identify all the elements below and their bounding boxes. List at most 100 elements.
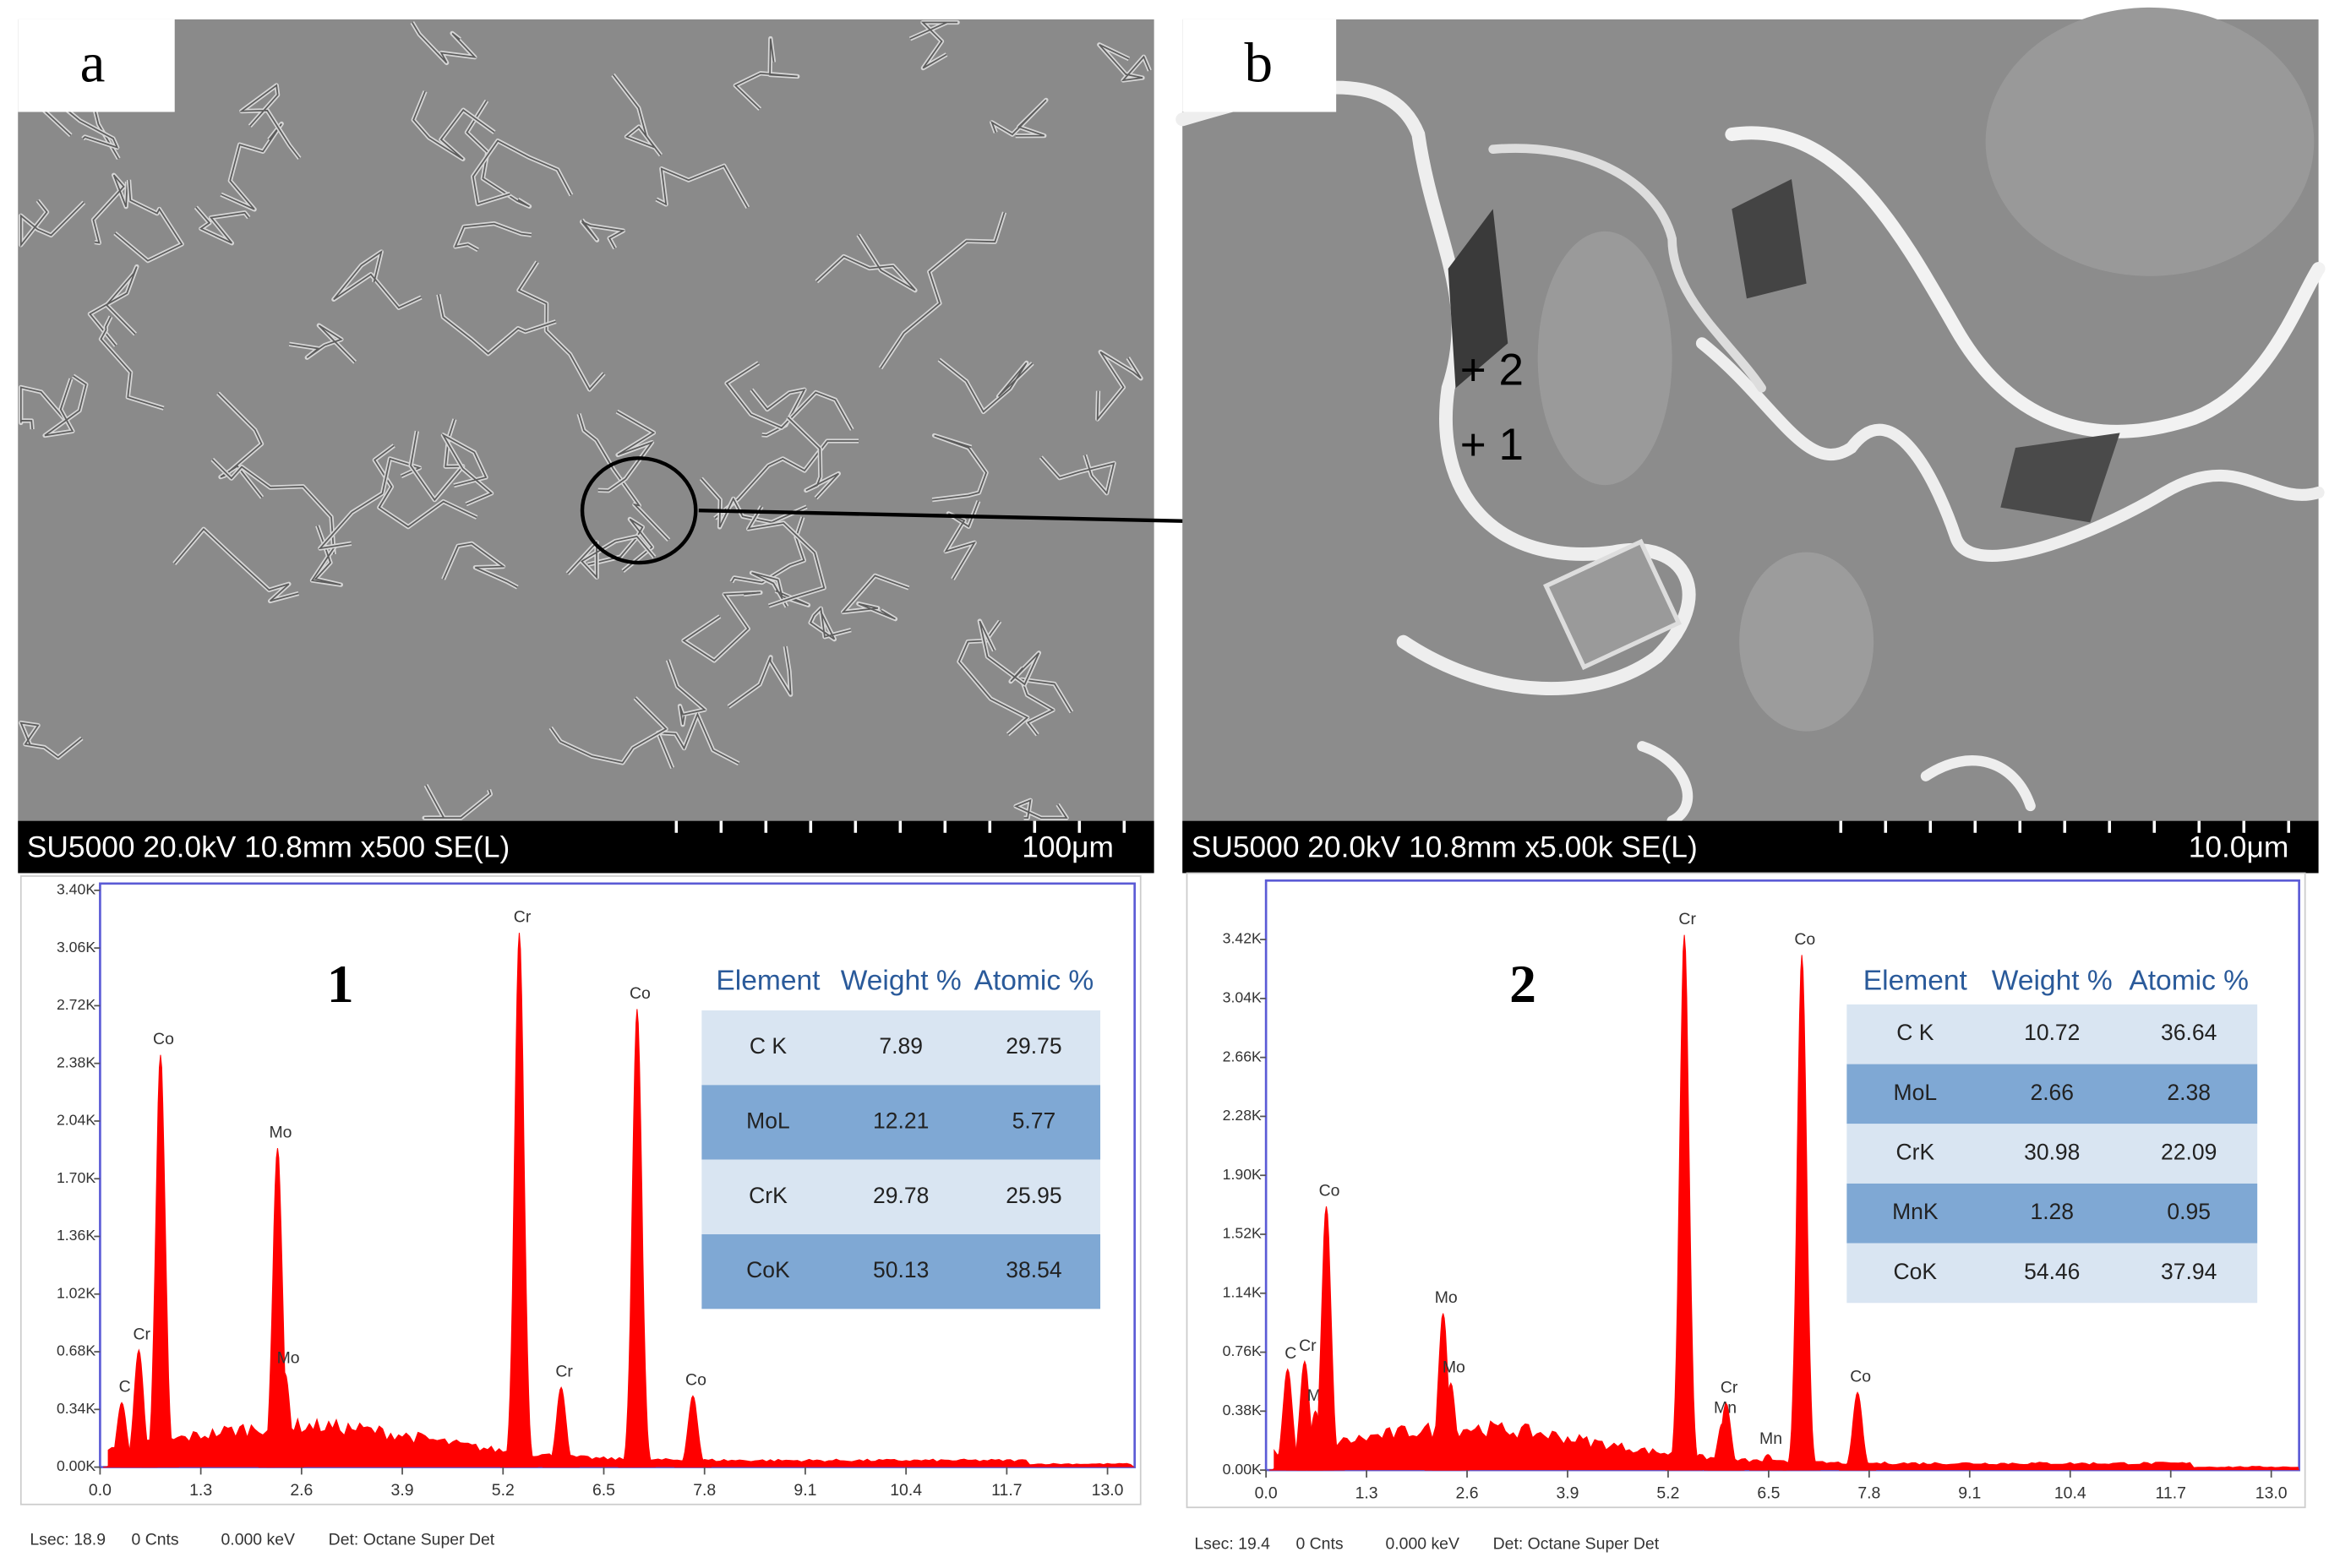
table-header: Element: [716, 965, 821, 996]
label-box: [18, 19, 175, 112]
table-cell: CoK: [746, 1257, 790, 1282]
x-tick-label: 7.8: [693, 1481, 716, 1500]
phase-network: [751, 572, 809, 607]
phase-network: [810, 607, 852, 640]
x-tick-label: 0.0: [89, 1481, 112, 1500]
y-tick-label: 2.72K: [57, 996, 95, 1013]
table-cell: 37.94: [2161, 1259, 2217, 1284]
footer-text: 0 Cnts: [132, 1530, 179, 1549]
y-tick-label: 0.34K: [57, 1400, 95, 1417]
table-header: Atomic %: [974, 965, 1094, 996]
x-tick-label: 6.5: [592, 1481, 615, 1500]
sem-panel-a: a SU5000 20.0kV 10.8mm x500 SE(L) 100μm: [18, 19, 1315, 874]
phase-network: [333, 250, 422, 309]
y-tick-label: 2.66K: [1223, 1048, 1262, 1064]
table-row: [1846, 1064, 2258, 1124]
table-cell: 7.89: [879, 1033, 923, 1059]
phase-network: [841, 574, 909, 620]
highlight-circle: [580, 456, 698, 565]
y-tick-label: 3.40K: [57, 881, 95, 898]
phase-network: [44, 375, 87, 437]
footer-text: 0.000 keV: [1385, 1535, 1459, 1554]
phase-network: [815, 234, 916, 291]
table-cell: MnK: [1892, 1199, 1939, 1224]
phase-network: [909, 21, 958, 69]
phase-network: [472, 139, 572, 205]
x-tick-label: 2.6: [290, 1481, 313, 1500]
phase-network: [92, 174, 128, 244]
table-cell: MoL: [746, 1108, 790, 1133]
y-tick-label: 2.04K: [57, 1112, 95, 1129]
phase-network: [412, 90, 495, 161]
phase-network: [566, 535, 656, 580]
peak: [543, 1386, 581, 1468]
footer-text: Det: Octane Super Det: [1493, 1535, 1660, 1554]
peak-label: Cr: [1721, 1379, 1738, 1397]
peak-label: Co: [1794, 930, 1815, 949]
footer-text: 0.000 keV: [221, 1530, 296, 1549]
x-tick-label: 1.3: [1355, 1484, 1378, 1503]
table-cell: CrK: [1895, 1140, 1934, 1165]
table-cell: 29.75: [1006, 1033, 1061, 1059]
peak-label: Co: [153, 1030, 174, 1048]
table-header: Element: [1863, 965, 1968, 996]
phase-network: [734, 38, 798, 110]
peak-label: Cr: [1299, 1337, 1317, 1355]
phase-network: [656, 165, 749, 209]
peak-label: C: [119, 1378, 131, 1396]
table-header: Atomic %: [2129, 965, 2249, 996]
phase-network: [682, 591, 761, 662]
phase-network: [211, 459, 335, 555]
table-cell: 2.38: [2167, 1080, 2211, 1105]
table-cell: 50.13: [873, 1257, 929, 1282]
table-cell: 22.09: [2161, 1140, 2217, 1165]
y-tick-label: 0.76K: [1223, 1342, 1262, 1359]
point-label: + 1: [1460, 420, 1524, 470]
table-row: [701, 1010, 1101, 1086]
phase-network: [728, 645, 792, 708]
phase-network: [89, 266, 138, 346]
eds-spectrum: CCrMnCoMoMoCrMnCrMnCoCo0.01.32.63.95.26.…: [1186, 872, 2306, 1554]
peak: [618, 1009, 657, 1468]
info-text: SU5000 20.0kV 10.8mm x5.00k SE(L): [1192, 831, 1698, 864]
continuum: [107, 1417, 1135, 1467]
continuum: [1274, 1420, 2299, 1471]
y-tick-label: 3.06K: [57, 939, 95, 956]
footer-text: Det: Octane Super Det: [329, 1530, 495, 1549]
phase-network: [550, 697, 668, 764]
microstructure: [1175, 7, 2326, 826]
peak: [1748, 1454, 1786, 1471]
phase-network: [725, 362, 854, 431]
y-tick-label: 1.70K: [57, 1169, 95, 1186]
y-tick-label: 1.02K: [57, 1284, 95, 1301]
peak-label: C: [1284, 1344, 1296, 1363]
sem-panel-b: b + 2 + 1 SU5000 20.0kV 10.8mm x5.00k SE…: [1175, 7, 2326, 874]
peak: [1707, 1402, 1745, 1471]
footer-text: 0 Cnts: [1295, 1535, 1343, 1554]
phase-network: [578, 413, 669, 541]
phase-network: [581, 219, 626, 249]
phase-network: [979, 620, 1040, 686]
peak: [500, 933, 538, 1468]
peak-label: Cr: [514, 908, 532, 927]
scale-text: 100μm: [1022, 831, 1114, 864]
table-cell: 1.28: [2030, 1199, 2074, 1224]
peak-label: Cr: [1678, 910, 1696, 928]
y-tick-label: 1.90K: [1223, 1166, 1262, 1183]
peak-label: Co: [1319, 1181, 1340, 1200]
phase-network: [238, 84, 301, 159]
x-tick-label: 6.5: [1757, 1484, 1780, 1503]
table-row: [1846, 1004, 2258, 1064]
y-tick-label: 0.00K: [57, 1457, 95, 1474]
table-cell: 10.72: [2024, 1020, 2080, 1045]
table-cell: CrK: [749, 1183, 788, 1208]
x-tick-label: 10.4: [2054, 1484, 2086, 1503]
footer-text: Lsec: 18.9: [30, 1530, 106, 1549]
phase-network: [990, 99, 1047, 137]
phase-network: [517, 261, 605, 391]
table-cell: CoK: [1894, 1259, 1938, 1284]
phase-network: [1096, 351, 1142, 422]
y-tick-label: 0.68K: [57, 1342, 95, 1359]
peak-label: Co: [685, 1371, 706, 1390]
